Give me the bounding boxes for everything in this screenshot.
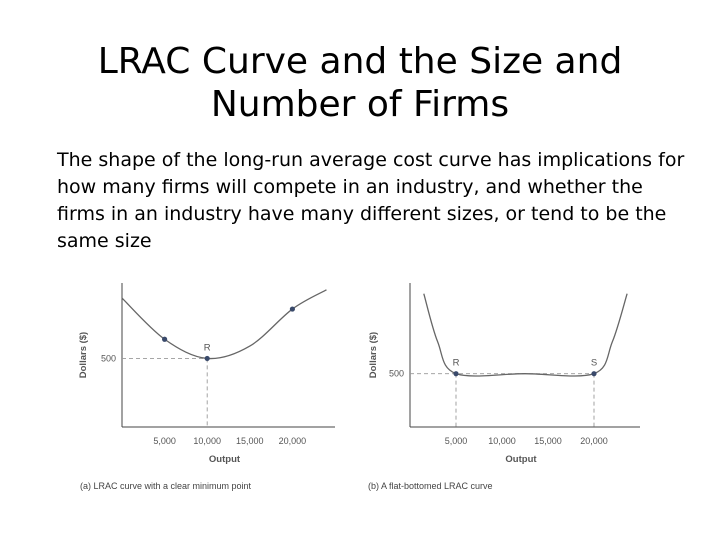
- y-axis-label: Dollars ($): [368, 332, 379, 378]
- y-axis-label: Dollars ($): [78, 332, 89, 378]
- point-label: R: [204, 342, 211, 353]
- x-axis-label: Output: [209, 454, 241, 465]
- data-point: [591, 371, 597, 377]
- data-point: [289, 306, 295, 312]
- y-tick-label: 500: [389, 369, 404, 379]
- data-point: [162, 336, 168, 342]
- chart-caption: (a) LRAC curve with a clear minimum poin…: [80, 481, 252, 491]
- x-axis-label: Output: [505, 454, 537, 465]
- chart-caption: (b) A flat-bottomed LRAC curve: [368, 481, 493, 491]
- chart-panel-b: 500 5,000 10,000 15,000 20,000 R S Output Dollar…: [368, 283, 640, 491]
- x-tick-label: 10,000: [488, 436, 516, 446]
- point-label: R: [453, 358, 460, 369]
- x-tick-label: 20,000: [279, 436, 307, 446]
- point-label: S: [591, 358, 597, 369]
- x-tick-label: 5,000: [445, 436, 468, 446]
- data-point: [453, 371, 459, 377]
- slide-body-text: The shape of the long-run average cost c…: [57, 149, 685, 252]
- x-tick-label: 15,000: [236, 436, 264, 446]
- slide-title: LRAC Curve and the Size and Number of Fi…: [97, 41, 623, 125]
- lrac-curve: [423, 293, 628, 377]
- chart-panel-a: 500 5,000 10,000 15,000 20,000 R Output Dollars…: [78, 283, 335, 491]
- data-point: [204, 355, 210, 362]
- x-tick-label: 15,000: [534, 436, 562, 446]
- y-tick-label: 500: [101, 353, 116, 363]
- x-tick-label: 10,000: [193, 436, 221, 446]
- x-tick-label: 5,000: [153, 436, 176, 446]
- lrac-curve: [121, 289, 327, 360]
- x-tick-label: 20,000: [580, 436, 608, 446]
